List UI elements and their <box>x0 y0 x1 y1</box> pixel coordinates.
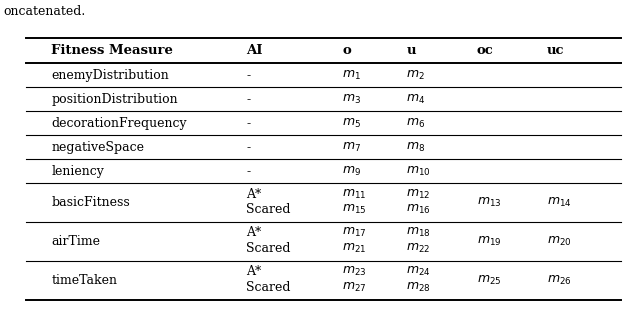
Text: $m_{25}$: $m_{25}$ <box>477 274 501 287</box>
Text: $m_{12}$: $m_{12}$ <box>406 188 431 201</box>
Text: $m_{4}$: $m_{4}$ <box>406 93 426 106</box>
Text: A*: A* <box>246 265 262 278</box>
Text: A*: A* <box>246 188 262 201</box>
Text: negativeSpace: negativeSpace <box>51 141 144 154</box>
Text: $m_{16}$: $m_{16}$ <box>406 203 431 216</box>
Text: $m_{22}$: $m_{22}$ <box>406 242 431 255</box>
Text: $m_{13}$: $m_{13}$ <box>477 196 501 209</box>
Text: oc: oc <box>477 44 493 58</box>
Text: $m_{1}$: $m_{1}$ <box>342 69 362 82</box>
Text: $m_{26}$: $m_{26}$ <box>547 274 572 287</box>
Text: decorationFrequency: decorationFrequency <box>51 117 187 130</box>
Text: AI: AI <box>246 44 263 58</box>
Text: $m_{14}$: $m_{14}$ <box>547 196 572 209</box>
Text: $m_{3}$: $m_{3}$ <box>342 93 362 106</box>
Text: -: - <box>246 165 250 178</box>
Text: $m_{7}$: $m_{7}$ <box>342 141 362 154</box>
Text: $m_{11}$: $m_{11}$ <box>342 188 367 201</box>
Text: $m_{24}$: $m_{24}$ <box>406 265 431 278</box>
Text: $m_{18}$: $m_{18}$ <box>406 226 431 240</box>
Text: -: - <box>246 93 250 106</box>
Text: $m_{9}$: $m_{9}$ <box>342 165 362 178</box>
Text: $m_{27}$: $m_{27}$ <box>342 281 367 294</box>
Text: $m_{8}$: $m_{8}$ <box>406 141 426 154</box>
Text: $m_{21}$: $m_{21}$ <box>342 242 367 255</box>
Text: o: o <box>342 44 351 58</box>
Text: $m_{19}$: $m_{19}$ <box>477 235 501 248</box>
Text: leniency: leniency <box>51 165 104 178</box>
Text: $m_{6}$: $m_{6}$ <box>406 117 426 130</box>
Text: Scared: Scared <box>246 242 291 255</box>
Text: $m_{10}$: $m_{10}$ <box>406 165 431 178</box>
Text: -: - <box>246 69 250 82</box>
Text: $m_{28}$: $m_{28}$ <box>406 281 431 294</box>
Text: $m_{23}$: $m_{23}$ <box>342 265 367 278</box>
Text: $m_{2}$: $m_{2}$ <box>406 69 425 82</box>
Text: enemyDistribution: enemyDistribution <box>51 69 169 82</box>
Text: A*: A* <box>246 226 262 240</box>
Text: $m_{20}$: $m_{20}$ <box>547 235 572 248</box>
Text: $m_{5}$: $m_{5}$ <box>342 117 362 130</box>
Text: basicFitness: basicFitness <box>51 196 130 209</box>
Text: uc: uc <box>547 44 564 58</box>
Text: Fitness Measure: Fitness Measure <box>51 44 173 58</box>
Text: timeTaken: timeTaken <box>51 274 117 287</box>
Text: $m_{15}$: $m_{15}$ <box>342 203 367 216</box>
Text: positionDistribution: positionDistribution <box>51 93 178 106</box>
Text: airTime: airTime <box>51 235 100 248</box>
Text: Scared: Scared <box>246 203 291 216</box>
Text: $m_{17}$: $m_{17}$ <box>342 226 367 240</box>
Text: u: u <box>406 44 416 58</box>
Text: oncatenated.: oncatenated. <box>3 5 86 18</box>
Text: -: - <box>246 141 250 154</box>
Text: Scared: Scared <box>246 281 291 294</box>
Text: -: - <box>246 117 250 130</box>
